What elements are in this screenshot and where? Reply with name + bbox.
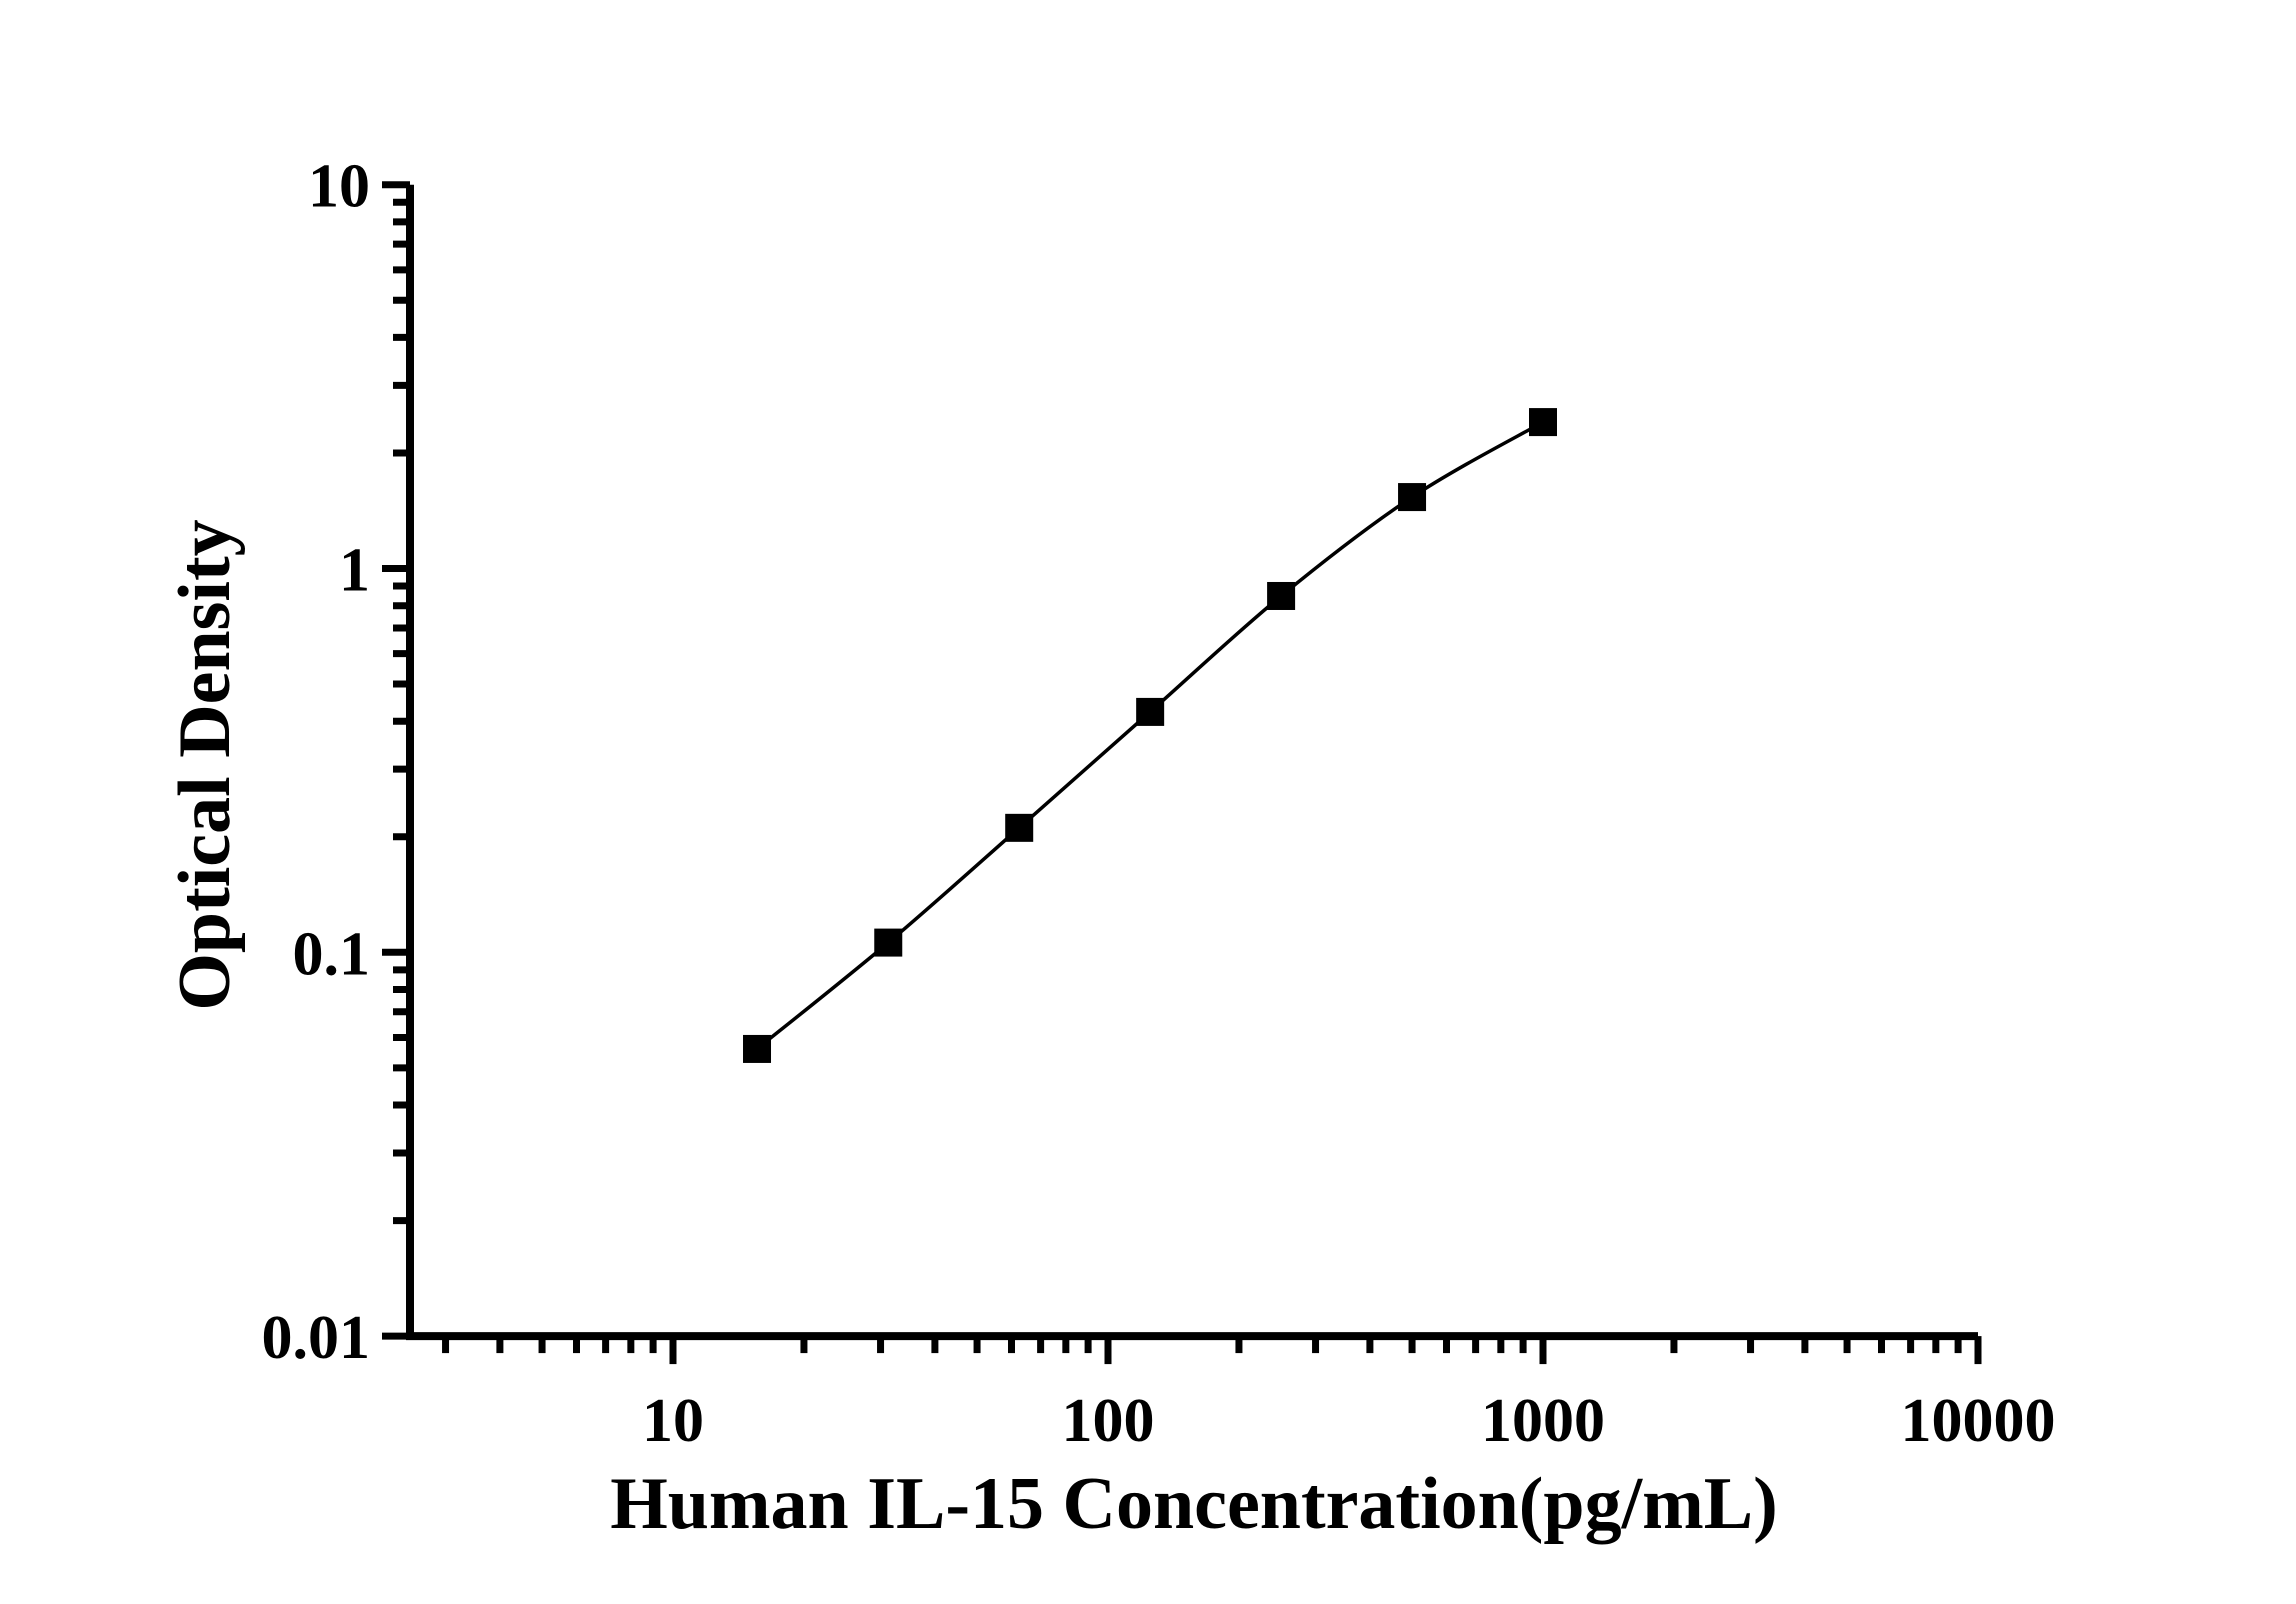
y-axis-title: Optical Density: [164, 519, 246, 1010]
axis-frame: [406, 184, 1978, 1341]
data-point-marker: [1398, 483, 1427, 512]
data-point-marker: [874, 928, 903, 957]
data-point-marker: [1136, 697, 1165, 726]
x-tick-label: 10000: [1901, 1387, 2056, 1455]
data-point-marker: [1005, 813, 1034, 842]
axes-layer: [406, 184, 1978, 1341]
series-layer: [743, 408, 1557, 1063]
x-tick-label: 100: [1062, 1387, 1155, 1455]
x-tick-label: 1000: [1481, 1387, 1605, 1455]
y-tick-label: 0.1: [293, 920, 371, 988]
y-tick-label: 10: [308, 153, 370, 221]
y-tick-label: 1: [339, 537, 370, 605]
tick-layer: [382, 181, 1982, 1365]
data-point-marker: [1529, 408, 1557, 437]
data-point-marker: [1267, 581, 1296, 610]
tick-label-layer: 10 1 0.1 0.01 10 100 1000 10000: [262, 153, 2056, 1455]
y-tick-label: 0.01: [262, 1304, 371, 1372]
x-tick-label: 10: [642, 1387, 704, 1455]
x-axis-title: Human IL-15 Concentration(pg/mL): [610, 1463, 1778, 1545]
data-point-marker: [743, 1034, 772, 1063]
